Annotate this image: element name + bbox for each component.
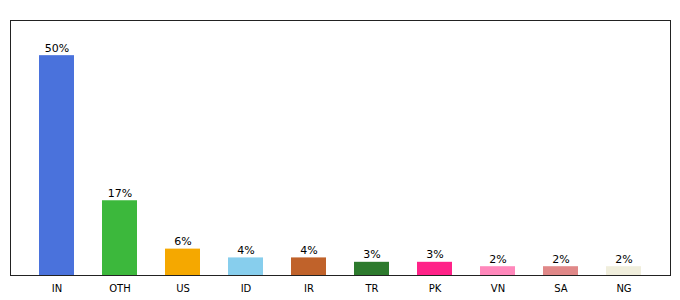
svg-text:6%: 6%: [174, 235, 191, 248]
svg-text:OTH: OTH: [109, 283, 131, 294]
svg-text:2%: 2%: [552, 253, 569, 266]
svg-text:IR: IR: [304, 283, 314, 294]
svg-text:2%: 2%: [615, 253, 632, 266]
svg-text:4%: 4%: [300, 244, 317, 257]
svg-text:TR: TR: [364, 283, 378, 294]
svg-text:2%: 2%: [489, 253, 506, 266]
svg-text:NG: NG: [616, 283, 631, 294]
svg-text:17%: 17%: [108, 187, 132, 200]
svg-text:IN: IN: [52, 283, 62, 294]
svg-text:ID: ID: [241, 283, 252, 294]
svg-text:50%: 50%: [45, 42, 69, 55]
svg-text:VN: VN: [491, 283, 505, 294]
svg-text:4%: 4%: [237, 244, 254, 257]
svg-text:3%: 3%: [426, 248, 443, 261]
svg-text:SA: SA: [554, 283, 568, 294]
svg-text:PK: PK: [429, 283, 442, 294]
svg-text:3%: 3%: [363, 248, 380, 261]
svg-text:US: US: [176, 283, 190, 294]
